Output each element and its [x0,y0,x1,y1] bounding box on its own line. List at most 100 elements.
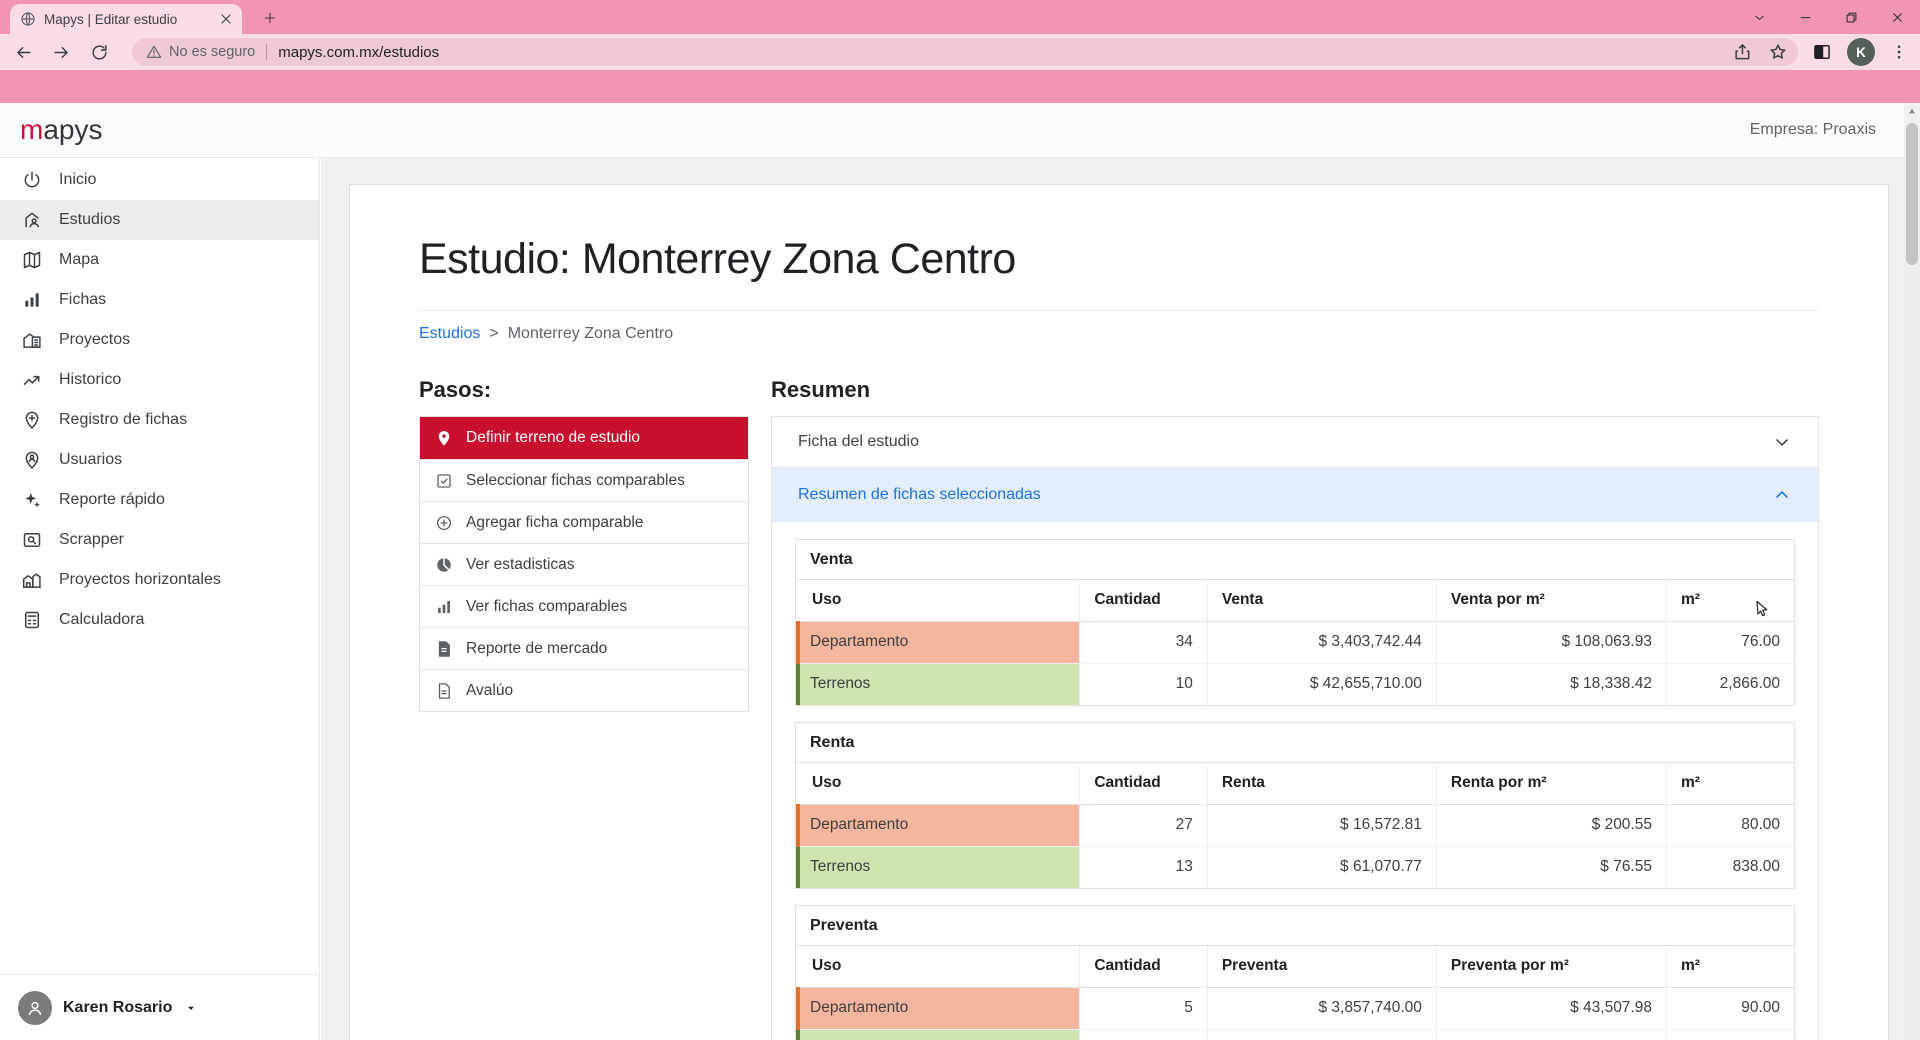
step-seleccionar-fichas-comparables[interactable]: Seleccionar fichas comparables [420,459,748,501]
accordion-ficha-del-estudio[interactable]: Ficha del estudio [772,417,1818,467]
value-cell: $ 108,063.93 [1436,621,1667,663]
sidebar-item-calculadora[interactable]: Calculadora [0,600,319,640]
table-preventa: Preventa Uso Cantidad Preventa Preventa por … [795,905,1795,1040]
value-cell [1079,1028,1208,1040]
sidebar-item-label: Fichas [59,291,107,308]
sidebar-item-inicio[interactable]: Inicio [0,160,319,200]
value-cell: $ 42,655,710.00 [1207,662,1437,705]
table-row: Departamento 34 $ 3,403,742.44 $ 108,063.93… [796,621,1794,663]
browser-profile-avatar[interactable]: K [1847,38,1875,66]
theme-band [0,70,1920,103]
scrollbar-thumb[interactable] [1906,123,1918,265]
document-icon [435,682,453,700]
plus-circle-icon [435,514,453,532]
checkbox-icon [435,472,453,490]
steps-panel: Pasos: Definir terreno de estudio Selecci… [419,377,749,712]
calculator-icon [22,610,42,630]
chevron-up-icon [1772,485,1792,505]
bar-chart-icon [22,290,42,310]
column-header: Preventa [1207,946,1437,988]
share-icon[interactable] [1732,42,1752,62]
value-cell: $ 200.55 [1436,804,1667,846]
new-tab-button[interactable] [258,6,282,30]
column-header: Cantidad [1079,946,1208,988]
summary-heading: Resumen [771,377,871,402]
value-cell: 90.00 [1666,987,1794,1029]
column-header: Uso [798,763,1081,805]
summary-tables: Venta Uso Cantidad Venta Venta por m² m² Depar… [772,522,1818,1040]
sidebar-item-registro-de-fichas[interactable]: Registro de fichas [0,400,319,440]
url-text: mapys.com.mx/estudios [278,43,440,61]
step-label: Agregar ficha comparable [466,513,644,531]
content-card: Estudio: Monterrey Zona Centro Estudios … [349,184,1889,1040]
step-reporte-de-mercado[interactable]: Reporte de mercado [420,627,748,669]
sidebar-item-historico[interactable]: Historico [0,360,319,400]
column-header: m² [1666,580,1794,622]
table-caption: Preventa [796,906,1794,946]
value-cell: $ 18,338.42 [1436,662,1667,705]
security-label: No es seguro [169,44,256,60]
breadcrumb-link-estudios[interactable]: Estudios [419,325,481,342]
sidebar-item-mapa[interactable]: Mapa [0,240,319,280]
uso-cell: Terrenos [796,845,1081,888]
bookmark-star-icon[interactable] [1768,42,1788,62]
sidebar-item-usuarios[interactable]: Usuarios [0,440,319,480]
uso-cell: Departamento [796,621,1081,663]
forward-button[interactable] [46,37,76,67]
search-box-icon [22,530,42,550]
value-cell: 76.00 [1666,621,1794,663]
power-icon [22,170,42,190]
column-header: Venta por m² [1436,580,1667,622]
sidebar-item-fichas[interactable]: Fichas [0,280,319,320]
sparkle-icon [22,490,42,510]
sidebar-item-proyectos[interactable]: Proyectos [0,320,319,360]
window-chevron-icon[interactable] [1736,0,1782,34]
table-row: Departamento 27 $ 16,572.81 $ 200.55 80.00 [796,804,1794,846]
sidebar-item-label: Reporte rápido [59,491,165,508]
uso-cell: Terrenos [796,662,1081,705]
value-cell [1436,1028,1667,1040]
uso-cell: Departamento [796,987,1081,1029]
step-avalúo[interactable]: Avalúo [420,669,748,711]
step-ver-fichas-comparables[interactable]: Ver fichas comparables [420,585,748,627]
accordion-resumen-fichas[interactable]: Resumen de fichas seleccionadas [772,467,1818,522]
title-divider [419,310,1819,311]
pin-plus-icon [22,410,42,430]
study-icon [22,210,42,230]
page-title: Estudio: Monterrey Zona Centro [419,235,1016,283]
value-cell: 27 [1079,804,1208,846]
value-cell: $ 61,070.77 [1207,845,1437,888]
sidebar-item-proyectos-horizontales[interactable]: Proyectos horizontales [0,560,319,600]
step-ver-estadisticas[interactable]: Ver estadisticas [420,543,748,585]
side-panel-icon[interactable] [1812,42,1832,62]
column-header: Cantidad [1079,763,1208,805]
browser-menu-icon[interactable] [1890,43,1908,61]
sidebar-item-label: Registro de fichas [59,411,188,428]
step-definir-terreno-de-estudio[interactable]: Definir terreno de estudio [420,417,748,459]
sidebar-item-estudios[interactable]: Estudios [0,200,319,240]
user-menu[interactable]: Karen Rosario [0,974,319,1040]
window-restore-button[interactable] [1828,0,1874,34]
back-button[interactable] [8,37,38,67]
window-minimize-button[interactable] [1782,0,1828,34]
scrollbar-up-arrow[interactable] [1904,103,1920,119]
mapys-logo: mapys [20,114,103,145]
window-close-button[interactable] [1874,0,1920,34]
browser-tab[interactable]: Mapys | Editar estudio [10,4,242,34]
step-agregar-ficha-comparable[interactable]: Agregar ficha comparable [420,501,748,543]
column-header: Preventa por m² [1436,946,1667,988]
url-bar[interactable]: No es seguro mapys.com.mx/estudios [132,38,1798,66]
uso-cell: Departamento [796,804,1081,846]
reload-button[interactable] [84,37,114,67]
breadcrumb-separator: > [489,325,499,342]
person-icon [25,998,45,1018]
breadcrumb: Estudios > Monterrey Zona Centro [419,325,1819,343]
report-icon [435,640,453,658]
sidebar-item-reporte-r-pido[interactable]: Reporte rápido [0,480,319,520]
value-cell: $ 16,572.81 [1207,804,1437,846]
sidebar-item-scrapper[interactable]: Scrapper [0,520,319,560]
value-cell: $ 3,857,740.00 [1207,987,1437,1029]
sidebar-item-label: Proyectos horizontales [59,571,221,588]
step-label: Seleccionar fichas comparables [466,471,685,489]
tab-close-icon[interactable] [218,11,234,27]
